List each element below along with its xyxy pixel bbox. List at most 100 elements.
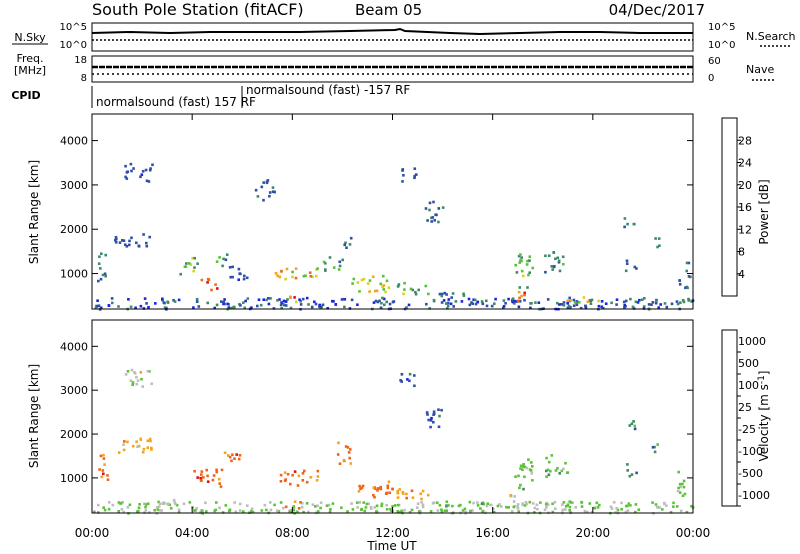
scatter-cell	[669, 511, 673, 514]
range-cell	[373, 495, 376, 499]
scatter-cell	[298, 298, 301, 301]
range-cell	[429, 425, 432, 429]
range-cell	[427, 292, 430, 296]
scatter-cell	[329, 508, 332, 511]
range-cell	[202, 476, 205, 479]
xtick-label: 12:00	[375, 526, 410, 540]
range-cell	[624, 269, 628, 273]
range-cell	[316, 510, 320, 513]
scatter-cell	[517, 305, 521, 309]
scatter-cell	[319, 305, 323, 309]
range-cell	[445, 509, 449, 512]
scatter-cell	[672, 501, 675, 505]
scatter-cell	[588, 299, 592, 302]
range-cell	[184, 265, 188, 268]
scatter-cell	[175, 503, 179, 507]
range-cell	[265, 181, 269, 185]
range-cell	[205, 468, 208, 472]
range-cell	[216, 287, 219, 290]
scatter-cell	[560, 303, 563, 306]
range-cell	[103, 463, 106, 466]
scatter-cell	[385, 300, 388, 304]
scatter-cell	[134, 306, 137, 310]
range-cell	[230, 459, 233, 463]
scatter-cell	[110, 297, 114, 300]
range-cell	[408, 511, 412, 514]
scatter-cell	[659, 303, 662, 306]
scatter-cell	[523, 298, 526, 302]
scatter-cell	[564, 508, 567, 511]
range-cell	[238, 454, 242, 457]
range-cell	[147, 180, 151, 183]
range-cell	[403, 281, 406, 285]
velocity-colorbar: 1000 500 100 25 -25 -100 -500 -1000	[721, 329, 770, 507]
scatter-cell	[416, 502, 420, 505]
scatter-cell	[223, 298, 226, 301]
range-cell	[316, 475, 320, 478]
range-cell	[273, 190, 276, 194]
range-cell	[99, 277, 103, 281]
scatter-cell	[546, 298, 550, 301]
date-label: 04/Dec/2017	[609, 1, 705, 19]
range-cell	[440, 408, 443, 412]
range-cell	[128, 243, 131, 247]
range-cell	[419, 492, 422, 496]
range-cell	[682, 485, 686, 489]
scatter-cell	[94, 306, 98, 310]
range-cell	[685, 261, 689, 265]
scatter-cell	[562, 301, 566, 304]
scatter-cell	[364, 506, 368, 509]
range-cell	[308, 271, 312, 274]
range-cell	[357, 490, 361, 493]
range-cell	[145, 241, 148, 245]
range-cell	[368, 279, 372, 282]
range-cell	[349, 462, 353, 465]
range-cell	[213, 509, 216, 513]
scatter-cell	[280, 301, 283, 304]
range-cell	[295, 300, 298, 304]
range-cell	[653, 445, 656, 449]
scatter-cell	[553, 500, 557, 504]
ytick-label: 3000	[60, 179, 88, 192]
colorbar-frame	[721, 329, 738, 507]
range-cell	[628, 474, 632, 478]
scatter-cell	[160, 509, 163, 512]
range-cell	[283, 471, 287, 474]
colorbar-tick-label: 20	[738, 179, 752, 192]
range-cell	[185, 262, 188, 265]
range-cell	[418, 510, 421, 513]
range-cell	[305, 480, 309, 484]
scatter-cell	[615, 507, 618, 510]
range-cell	[237, 267, 241, 271]
range-cell	[137, 244, 141, 248]
range-cell	[432, 412, 436, 415]
beam-label: Beam 05	[355, 1, 422, 19]
velocity-yaxis: 1000 2000 3000 4000	[60, 340, 693, 485]
scatter-cell	[313, 300, 316, 304]
xlabel: Time UT	[366, 539, 417, 553]
range-cell	[223, 451, 227, 455]
scatter-cell	[215, 501, 218, 504]
scatter-cell	[145, 302, 148, 305]
scatter-cell	[374, 299, 378, 303]
range-cell	[678, 283, 682, 286]
range-cell	[528, 468, 532, 471]
range-cell	[560, 469, 564, 473]
range-cell	[633, 427, 637, 431]
scatter-cell	[121, 500, 124, 504]
range-cell	[366, 282, 370, 285]
range-cell	[117, 451, 121, 454]
range-cell	[375, 510, 378, 513]
scatter-cell	[438, 504, 442, 507]
scatter-cell	[279, 303, 283, 307]
range-cell	[284, 478, 287, 481]
range-cell	[211, 478, 215, 482]
scatter-cell	[446, 301, 450, 305]
range-cell	[684, 286, 687, 290]
range-cell	[338, 264, 342, 268]
range-cell	[219, 485, 223, 488]
range-cell	[628, 424, 632, 427]
station-title: South Pole Station (fitACF)	[92, 0, 304, 19]
range-cell	[291, 270, 294, 274]
scatter-cell	[624, 299, 628, 303]
